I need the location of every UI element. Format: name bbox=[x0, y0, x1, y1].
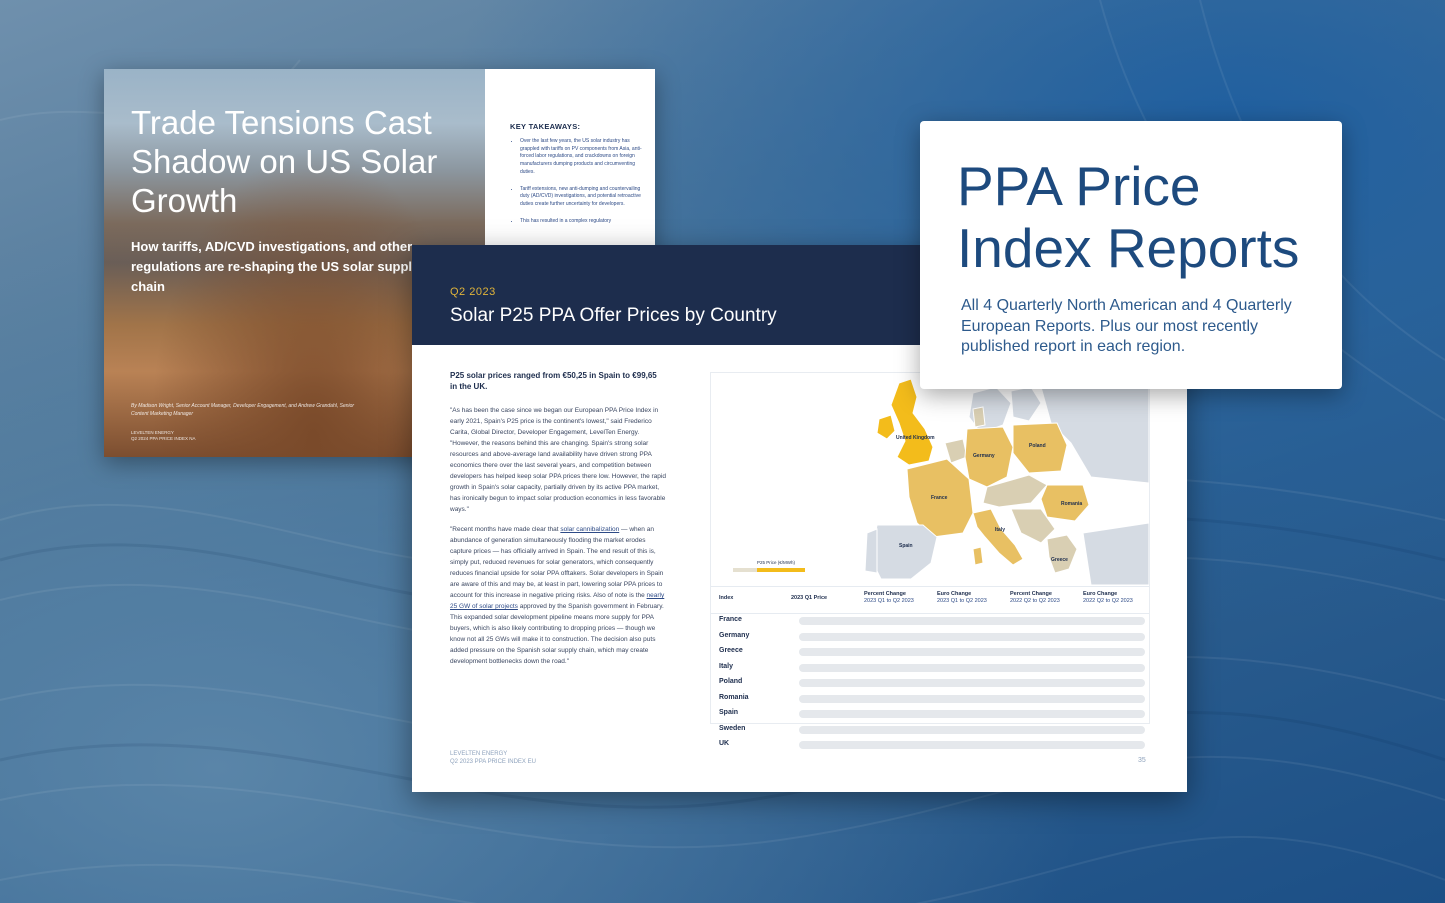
key-takeaways: KEY TAKEAWAYS: Over the last few years, … bbox=[510, 122, 645, 234]
takeaways-title: KEY TAKEAWAYS: bbox=[510, 122, 581, 131]
map-region-france bbox=[906, 458, 974, 538]
map-region-romania bbox=[1040, 484, 1090, 522]
map-label-uk: United Kingdom bbox=[896, 435, 935, 441]
header-index: Index bbox=[719, 595, 734, 601]
takeaways-list: Over the last few years, the US solar in… bbox=[510, 138, 645, 225]
header-euro-change-qoq: Euro Change 2023 Q1 to Q2 2023 bbox=[937, 591, 987, 604]
promo-card: PPA Price Index Reports All 4 Quarterly … bbox=[920, 121, 1342, 389]
report-eyebrow: Q2 2023 bbox=[450, 286, 496, 298]
report-lead: P25 solar prices ranged from €50,25 in S… bbox=[450, 371, 657, 391]
report-footer-brand: LEVELTEN ENERGY Q2 2023 PPA PRICE INDEX … bbox=[450, 751, 536, 765]
table-row: France bbox=[711, 613, 1149, 629]
takeaway-item: Tariff extensions, new anti-dumping and … bbox=[520, 186, 645, 209]
takeaway-item: This has resulted in a complex regulator… bbox=[520, 218, 645, 226]
report-title: Solar P25 PPA Offer Prices by Country bbox=[450, 305, 777, 326]
header-percent-change-yoy: Percent Change 2022 Q2 to Q2 2023 bbox=[1010, 591, 1060, 604]
promo-title: PPA Price Index Reports bbox=[957, 155, 1300, 279]
map-region-poland bbox=[1012, 422, 1068, 474]
map-region-central bbox=[982, 474, 1048, 508]
table-row: Poland bbox=[711, 675, 1149, 691]
map-and-table: United Kingdom Germany Poland France Rom… bbox=[710, 372, 1150, 749]
body-paragraph: "Recent months have made clear that sola… bbox=[450, 526, 665, 665]
table-row: Italy bbox=[711, 660, 1149, 676]
link-solar-projects[interactable]: nearly 25 GW of solar projects bbox=[450, 592, 665, 610]
link-solar-cannibalization[interactable]: solar cannibalization bbox=[560, 526, 620, 533]
table-row: UK bbox=[711, 737, 1149, 753]
table-header: Index 2023 Q1 Price Percent Change 2023 Q… bbox=[711, 586, 1149, 614]
table-row: Sweden bbox=[711, 722, 1149, 738]
map-region-italy bbox=[972, 508, 1024, 566]
map-region-portugal bbox=[864, 528, 878, 574]
cover-authors: By Madison Wright, Senior Account Manage… bbox=[131, 403, 355, 417]
map-label-germany: Germany bbox=[973, 453, 995, 459]
header-q1-price: 2023 Q1 Price bbox=[791, 595, 828, 601]
map-region-ireland bbox=[876, 414, 896, 440]
map-region-sardinia bbox=[972, 546, 984, 566]
table-row: Romania bbox=[711, 691, 1149, 707]
map-label-romania: Romania bbox=[1061, 501, 1082, 507]
table-row: Germany bbox=[711, 629, 1149, 645]
header-euro-change-yoy: Euro Change 2022 Q2 to Q2 2023 bbox=[1083, 591, 1133, 604]
header-percent-change-qoq: Percent Change 2023 Q1 to Q2 2023 bbox=[864, 591, 914, 604]
takeaway-item: Over the last few years, the US solar in… bbox=[520, 138, 645, 177]
map-label-france: France bbox=[931, 495, 948, 501]
cover-brand: LEVELTEN ENERGY Q2 2024 PPA PRICE INDEX … bbox=[131, 430, 196, 441]
map-region-turkey bbox=[1082, 522, 1149, 585]
report-body: "As has been the case since we began our… bbox=[450, 405, 668, 676]
map-label-greece: Greece bbox=[1051, 557, 1068, 563]
map-legend-bar bbox=[733, 568, 805, 572]
table-row: Spain bbox=[711, 706, 1149, 722]
map-label-poland: Poland bbox=[1029, 443, 1046, 449]
body-paragraph: "As has been the case since we began our… bbox=[450, 407, 666, 513]
map-legend-label: P25 Price (€/MWh) bbox=[757, 560, 796, 565]
promo-text: All 4 Quarterly North American and 4 Qua… bbox=[961, 297, 1292, 355]
map-label-spain: Spain bbox=[899, 543, 913, 549]
map-region-germany bbox=[964, 426, 1014, 488]
page-number: 35 bbox=[1138, 757, 1146, 764]
map-region-denmark bbox=[972, 406, 986, 428]
cover-subtitle: How tariffs, AD/CVD investigations, and … bbox=[131, 239, 420, 294]
europe-map: United Kingdom Germany Poland France Rom… bbox=[711, 373, 1149, 585]
map-region-balkans bbox=[1010, 508, 1056, 544]
cover-title: Trade Tensions Cast Shadow on US Solar G… bbox=[131, 104, 438, 219]
table-row: Greece bbox=[711, 644, 1149, 660]
map-label-italy: Italy bbox=[995, 527, 1005, 533]
map-region-uk bbox=[890, 378, 934, 466]
map-region-greece bbox=[1046, 534, 1078, 574]
